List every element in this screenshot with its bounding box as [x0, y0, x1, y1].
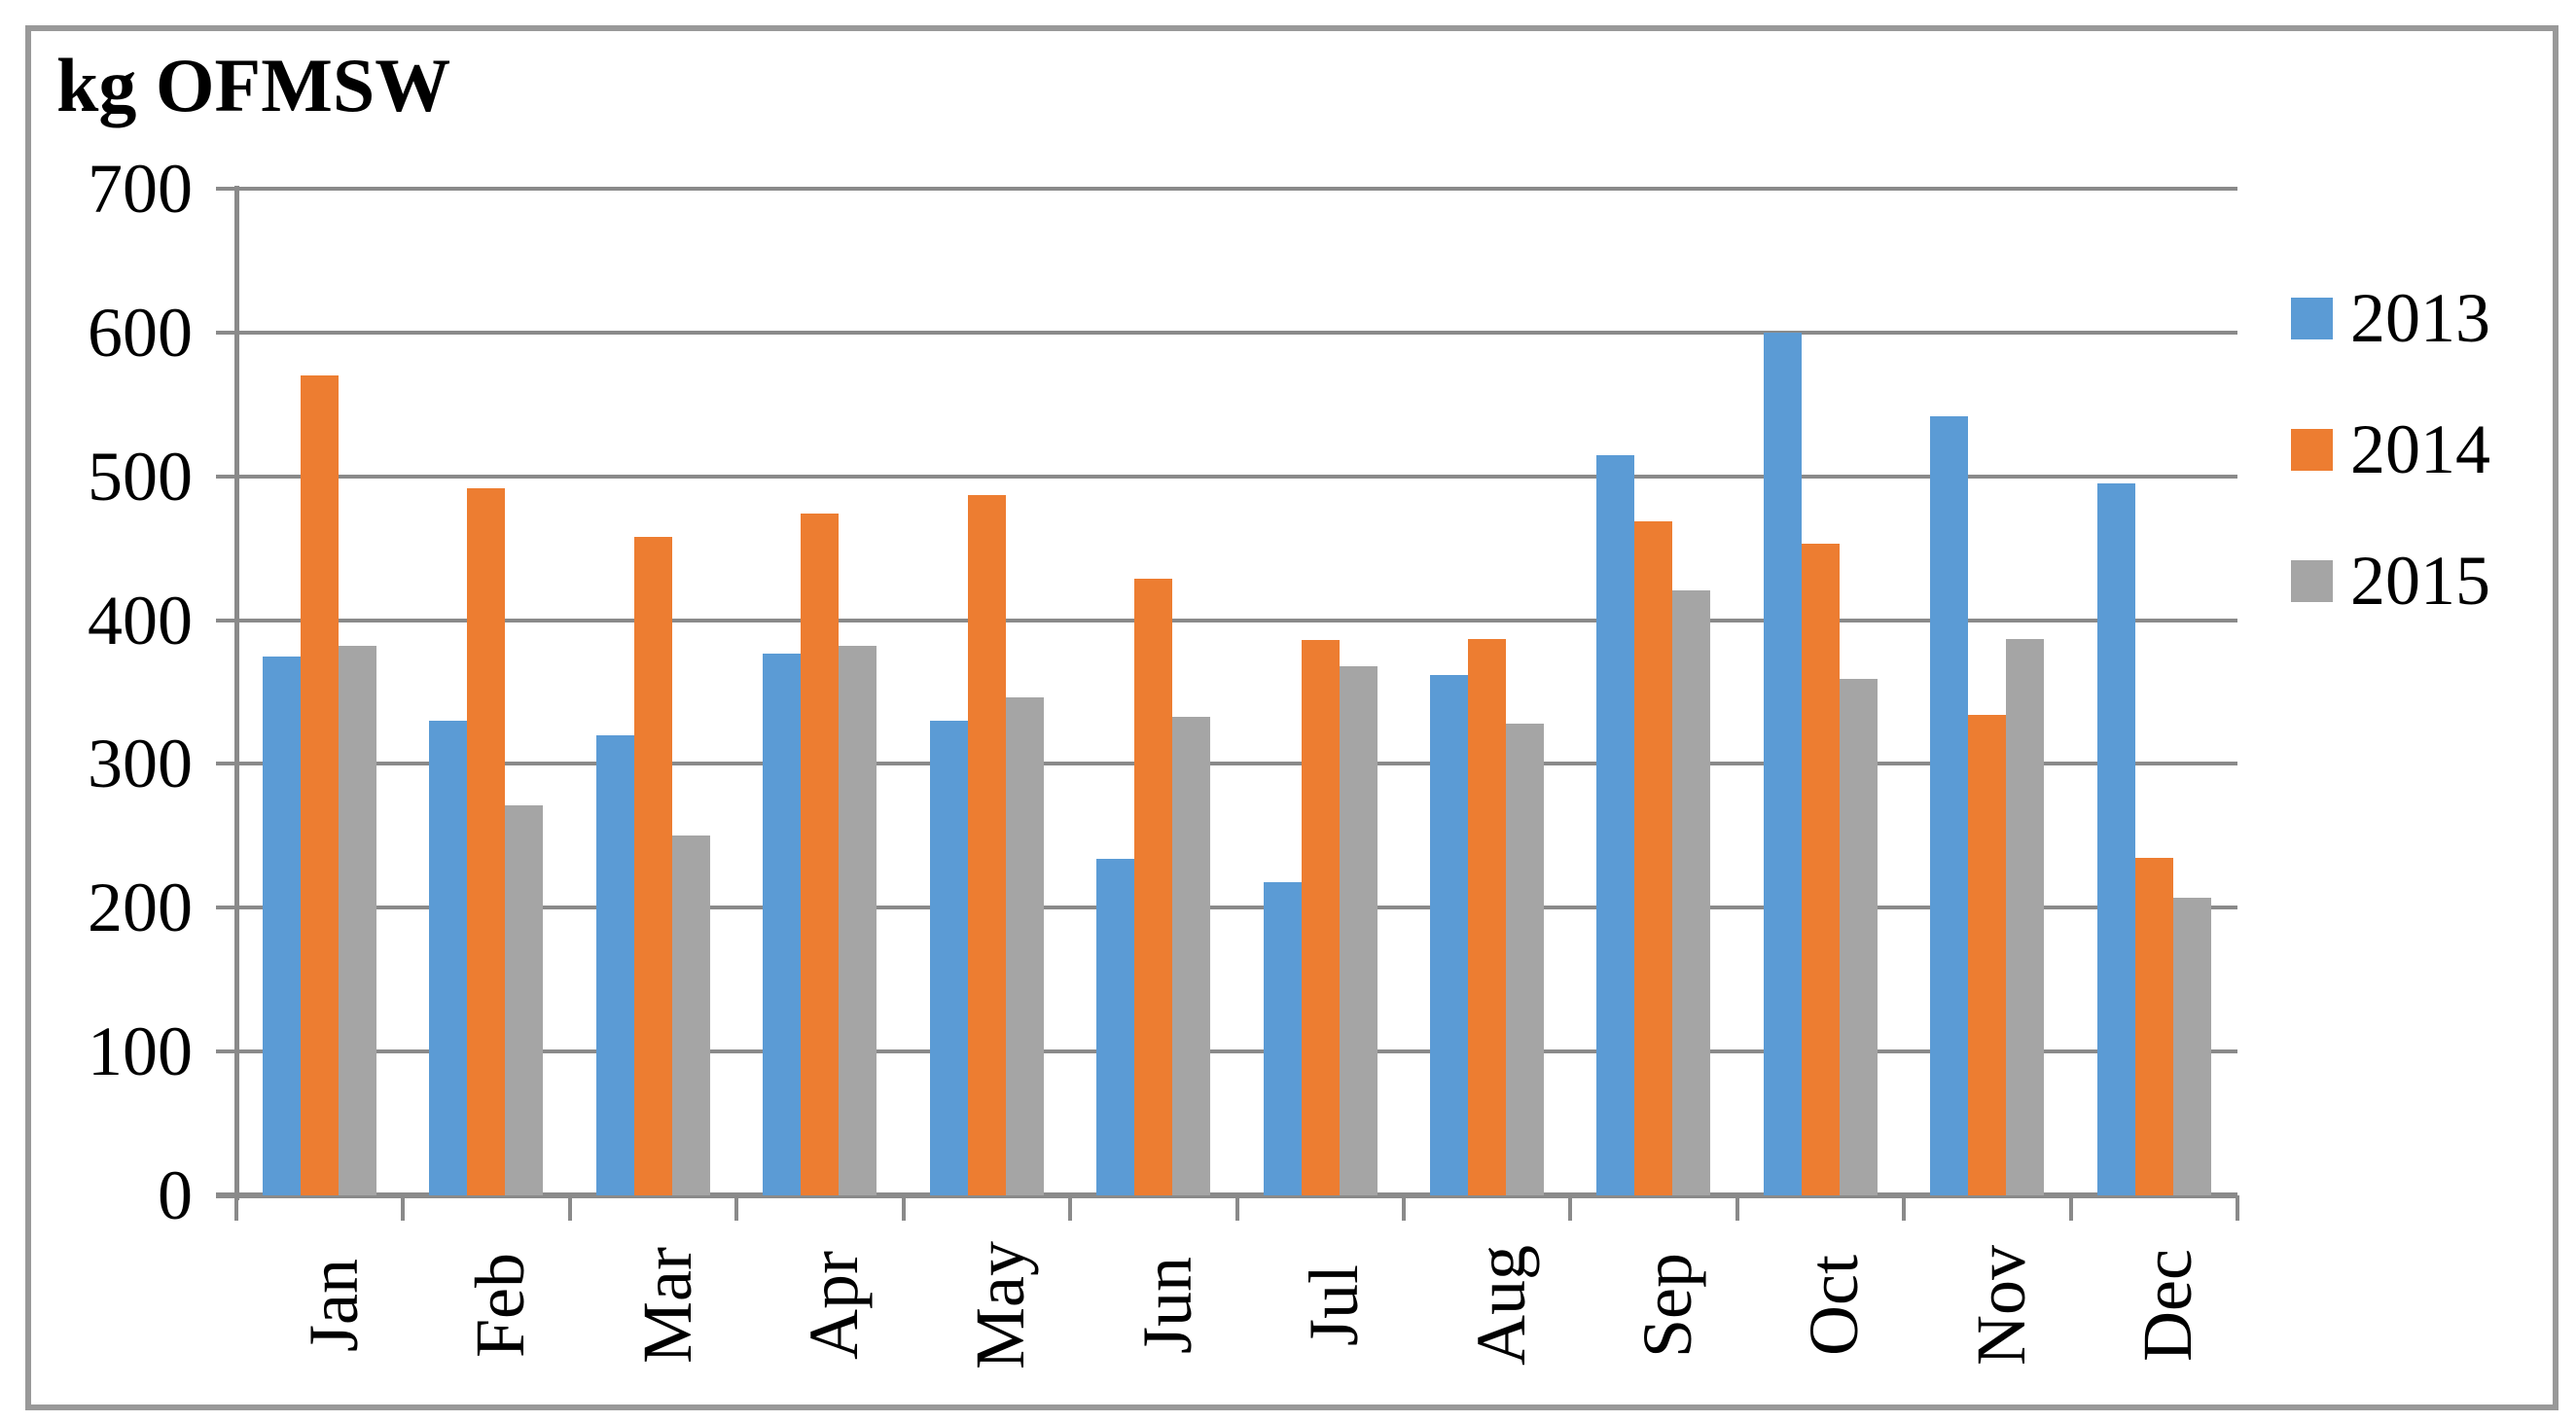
bar-2013-jan	[263, 657, 301, 1195]
bar-2015-feb	[505, 805, 543, 1195]
bar-2015-oct	[1840, 679, 1878, 1195]
bar-2015-jun	[1172, 717, 1210, 1195]
legend-swatch-2015	[2291, 559, 2333, 602]
y-tick-label-600: 600	[88, 293, 193, 372]
x-axis-tick	[2068, 1195, 2073, 1221]
bar-2014-aug	[1468, 639, 1506, 1195]
bar-2013-may	[930, 721, 968, 1195]
x-tick-label-jul: Jul	[1295, 1263, 1374, 1347]
bar-2014-sep	[1634, 521, 1672, 1195]
bar-2013-apr	[763, 654, 801, 1195]
bar-2015-nov	[2006, 639, 2044, 1195]
legend-label-2014: 2014	[2350, 410, 2490, 488]
bar-2014-nov	[1968, 715, 2006, 1195]
x-tick-label-aug: Aug	[1461, 1245, 1540, 1366]
x-axis-tick	[2236, 1195, 2239, 1221]
x-axis-tick	[1401, 1195, 1406, 1221]
y-tick-label-200: 200	[88, 869, 193, 947]
bar-2013-aug	[1430, 675, 1468, 1195]
bar-2014-dec	[2135, 858, 2173, 1195]
x-axis-tick	[1068, 1195, 1073, 1221]
legend-label-2013: 2013	[2350, 279, 2490, 357]
x-tick-label-oct: Oct	[1795, 1255, 1874, 1356]
y-tick-label-400: 400	[88, 581, 193, 659]
x-axis-tick	[1568, 1195, 1573, 1221]
bar-2014-mar	[634, 537, 672, 1195]
bar-2014-apr	[801, 514, 839, 1195]
bar-2013-jun	[1096, 859, 1134, 1195]
bar-2015-jul	[1340, 666, 1377, 1195]
x-tick-label-sep: Sep	[1628, 1253, 1707, 1358]
legend-label-2015: 2015	[2350, 542, 2490, 620]
bar-2014-jun	[1134, 579, 1172, 1195]
bar-2013-dec	[2097, 483, 2135, 1195]
chart-title: kg OFMSW	[56, 43, 451, 127]
x-axis-tick	[901, 1195, 906, 1221]
bar-2013-feb	[429, 721, 467, 1195]
x-tick-label-nov: Nov	[1961, 1245, 2040, 1366]
bar-2015-dec	[2173, 898, 2211, 1195]
bar-2014-oct	[1802, 544, 1840, 1195]
x-axis-tick	[234, 1195, 238, 1221]
x-axis-tick	[1735, 1195, 1739, 1221]
bar-2013-mar	[596, 735, 634, 1195]
x-axis-tick	[1234, 1195, 1239, 1221]
x-tick-label-apr: Apr	[794, 1251, 873, 1360]
y-tick-label-0: 0	[158, 1156, 193, 1234]
bar-2014-may	[968, 495, 1006, 1195]
x-tick-label-may: May	[961, 1241, 1040, 1369]
bar-2015-apr	[839, 646, 877, 1195]
bar-2013-sep	[1596, 455, 1634, 1195]
bar-2015-jan	[339, 646, 376, 1195]
y-tick-label-700: 700	[88, 150, 193, 228]
bar-2013-jul	[1264, 882, 1302, 1195]
x-axis-tick	[567, 1195, 572, 1221]
bar-2015-sep	[1672, 590, 1710, 1195]
y-tick-label-300: 300	[88, 725, 193, 803]
gridline-500	[216, 474, 2237, 479]
y-axis-line	[234, 186, 239, 1200]
x-axis-tick	[1902, 1195, 1907, 1221]
x-tick-label-jun: Jun	[1127, 1256, 1206, 1355]
y-tick-label-100: 100	[88, 1013, 193, 1091]
bar-2015-mar	[672, 835, 710, 1195]
legend-entry-2014: 2014	[2291, 414, 2490, 484]
gridline-700	[216, 187, 2237, 191]
gridline-400	[216, 618, 2237, 622]
y-tick-label-500: 500	[88, 437, 193, 515]
bar-2014-jul	[1302, 640, 1340, 1195]
x-tick-label-jan: Jan	[294, 1259, 373, 1352]
gridline-300	[216, 762, 2237, 766]
gridline-100	[216, 1049, 2237, 1054]
bar-2015-may	[1006, 697, 1044, 1195]
x-axis-tick	[734, 1195, 739, 1221]
x-tick-label-dec: Dec	[2129, 1249, 2207, 1362]
x-tick-label-feb: Feb	[461, 1253, 540, 1358]
legend-entry-2013: 2013	[2291, 283, 2490, 353]
x-tick-label-mar: Mar	[627, 1247, 706, 1364]
bar-2013-oct	[1764, 333, 1802, 1195]
legend-entry-2015: 2015	[2291, 546, 2490, 616]
gridline-200	[216, 906, 2237, 910]
x-axis-tick	[401, 1195, 406, 1221]
bar-2014-feb	[467, 488, 505, 1195]
x-axis-line	[216, 1192, 2237, 1198]
bar-2015-aug	[1506, 724, 1544, 1195]
gridline-600	[216, 330, 2237, 335]
bar-2014-jan	[301, 375, 339, 1195]
legend-swatch-2013	[2291, 297, 2333, 339]
bar-2013-nov	[1930, 416, 1968, 1195]
legend-swatch-2014	[2291, 428, 2333, 471]
